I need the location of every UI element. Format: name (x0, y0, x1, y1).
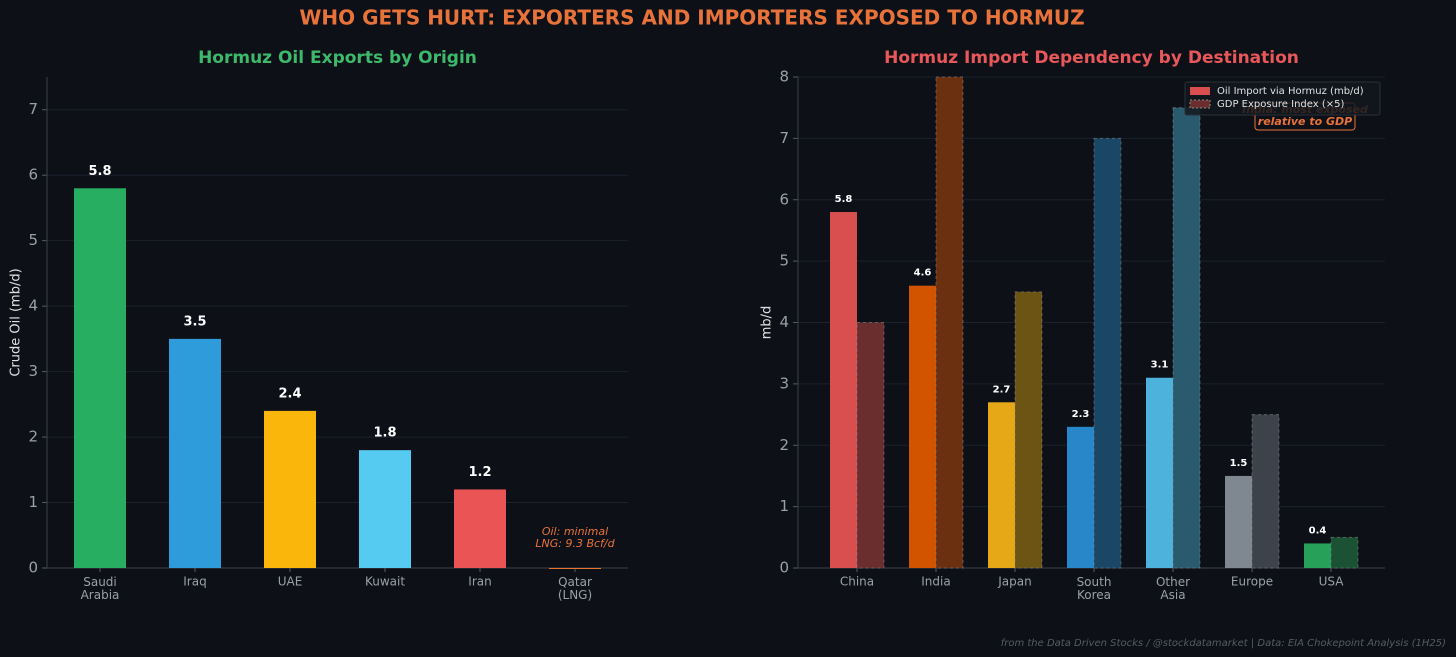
footer: from the Data Driven Stocks / @stockdata… (1001, 638, 1446, 649)
bar (1172, 107, 1201, 569)
y-tick-label: 6 (779, 190, 789, 208)
value-label: 5.8 (835, 194, 853, 205)
y-tick-label: 2 (28, 428, 38, 446)
bar (856, 322, 885, 569)
chart-title: Hormuz Oil Exports by Origin (198, 48, 477, 68)
x-tick-label: Iran (468, 575, 491, 589)
bar (169, 338, 221, 568)
x-tick-label: Other Asia (1156, 575, 1190, 602)
x-tick-label: UAE (278, 575, 303, 589)
y-tick-label: 7 (28, 100, 38, 118)
main-title: WHO GETS HURT: EXPORTERS AND IMPORTERS E… (299, 6, 1084, 30)
bar (549, 568, 601, 569)
bar (830, 212, 857, 568)
legend-label: Oil Import via Hormuz (mb/d) (1217, 86, 1364, 97)
y-axis-label: mb/d (760, 306, 775, 340)
value-label: 3.5 (183, 314, 206, 329)
annotation: Oil: minimal LNG: 9.3 Bcf/d (535, 525, 615, 550)
bar (909, 285, 936, 568)
bar (935, 76, 964, 569)
y-tick-label: 4 (28, 297, 38, 315)
x-tick-label: China (840, 575, 874, 589)
legend-swatch (1189, 99, 1211, 109)
bar (454, 489, 506, 568)
value-label: 4.6 (914, 268, 932, 279)
y-tick-label: 7 (779, 129, 789, 147)
legend-swatch (1190, 87, 1210, 95)
value-label: 2.3 (1072, 409, 1090, 420)
bar (359, 450, 411, 568)
x-tick-label: Qatar (LNG) (558, 575, 592, 602)
legend-box (1184, 81, 1381, 116)
value-label: 0.4 (1309, 525, 1327, 536)
value-label: 3.1 (1151, 360, 1169, 371)
legend-label: GDP Exposure Index (×5) (1217, 99, 1344, 110)
value-label: 2.4 (278, 386, 301, 401)
bar (1093, 137, 1122, 569)
x-tick-label: Kuwait (365, 575, 405, 589)
bar (1251, 414, 1280, 569)
y-tick-label: 0 (779, 559, 789, 577)
value-label: 1.8 (373, 426, 396, 441)
y-tick-label: 4 (779, 313, 789, 331)
value-label: 1.2 (468, 465, 491, 480)
bar (988, 402, 1015, 568)
y-tick-label: 8 (779, 68, 789, 86)
y-tick-label: 6 (28, 166, 38, 184)
y-tick-label: 2 (779, 436, 789, 454)
x-tick-label: South Korea (1077, 575, 1112, 602)
x-tick-label: Europe (1231, 575, 1273, 589)
x-tick-label: Iraq (183, 575, 206, 589)
bar (1014, 291, 1043, 569)
bar (1304, 543, 1331, 568)
value-label: 1.5 (1230, 458, 1248, 469)
chart-title: Hormuz Import Dependency by Destination (884, 48, 1299, 68)
y-axis-label: Crude Oil (mb/d) (9, 268, 24, 376)
value-label: 2.7 (993, 384, 1011, 395)
bar (1067, 426, 1094, 568)
x-tick-label: Saudi Arabia (81, 575, 120, 602)
y-tick-label: 1 (28, 493, 38, 511)
bar (1225, 475, 1252, 568)
bar (1146, 377, 1173, 568)
value-label: 5.8 (88, 164, 111, 179)
bar (264, 410, 316, 568)
y-tick-label: 5 (28, 231, 38, 249)
y-tick-label: 0 (28, 559, 38, 577)
bar (74, 188, 126, 568)
y-tick-label: 5 (779, 252, 789, 270)
y-tick-label: 1 (779, 497, 789, 515)
x-tick-label: India (921, 575, 950, 589)
y-tick-label: 3 (28, 362, 38, 380)
y-tick-label: 3 (779, 374, 789, 392)
bar (1330, 536, 1359, 569)
x-tick-label: USA (1319, 575, 1345, 589)
x-tick-label: Japan (997, 575, 1031, 589)
